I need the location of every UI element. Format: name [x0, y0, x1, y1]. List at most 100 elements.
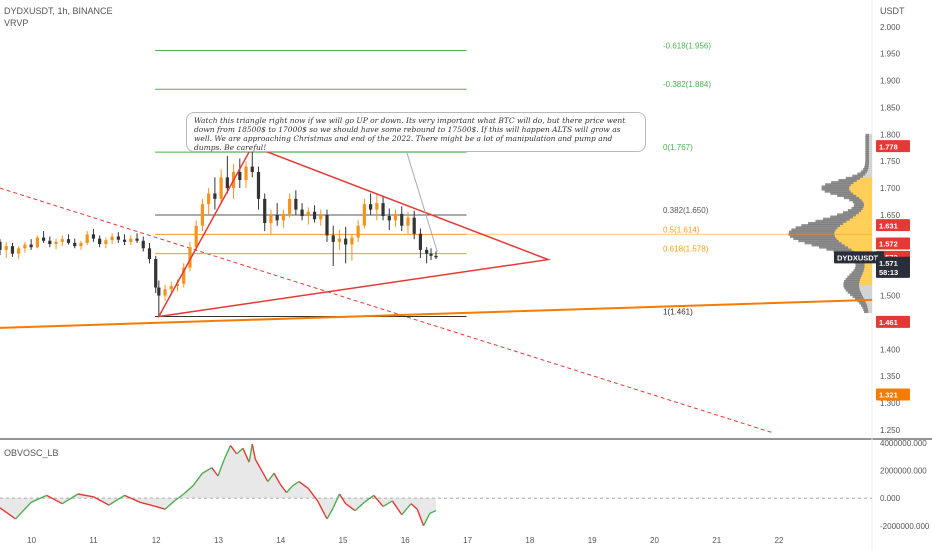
osc-segment[interactable] [354, 501, 365, 512]
support-trend-line[interactable] [0, 298, 873, 329]
candle-body[interactable] [362, 204, 366, 226]
candle-body[interactable] [306, 211, 310, 217]
candle-body[interactable] [256, 171, 261, 199]
candle-body[interactable] [375, 203, 379, 210]
osc-segment[interactable] [223, 445, 232, 460]
candle-body[interactable] [163, 289, 167, 296]
candle-body[interactable] [42, 237, 46, 241]
candle-body[interactable] [0, 241, 2, 250]
osc-segment[interactable] [15, 501, 32, 520]
osc-segment[interactable] [260, 470, 269, 482]
candle-body[interactable] [344, 238, 348, 245]
osc-segment[interactable] [345, 503, 356, 512]
candle-body[interactable] [29, 244, 33, 248]
candle-body[interactable] [188, 247, 192, 268]
candle-body[interactable] [54, 241, 58, 244]
osc-segment[interactable] [93, 496, 110, 506]
candle-body[interactable] [207, 193, 211, 205]
candle-body[interactable] [381, 203, 385, 217]
candle-body[interactable] [393, 213, 398, 221]
candle-body[interactable] [175, 283, 180, 286]
candle-body[interactable] [66, 239, 71, 243]
osc-segment[interactable] [332, 493, 341, 509]
candle-body[interactable] [147, 248, 152, 260]
candle-body[interactable] [200, 204, 205, 226]
candle-body[interactable] [122, 239, 127, 242]
dashed-trend-line[interactable] [0, 187, 773, 434]
osc-segment[interactable] [273, 472, 281, 485]
osc-segment[interactable] [267, 472, 275, 482]
analysis-note[interactable]: Watch this triangle right now if we will… [186, 112, 646, 152]
candle-body[interactable] [79, 242, 83, 247]
candle-body[interactable] [219, 177, 223, 199]
candle-body[interactable] [4, 246, 8, 250]
osc-segment[interactable] [401, 503, 412, 516]
candle-body[interactable] [194, 225, 198, 248]
osc-segment[interactable] [183, 485, 194, 495]
candle-body[interactable] [104, 240, 108, 244]
candle-body[interactable] [110, 236, 114, 241]
osc-segment[interactable] [61, 493, 79, 505]
osc-segment[interactable] [429, 509, 437, 515]
candle-body[interactable] [331, 235, 335, 242]
osc-segment[interactable] [124, 494, 141, 503]
triangle-pattern[interactable] [157, 145, 552, 318]
candle-body[interactable] [412, 217, 416, 234]
osc-segment[interactable] [229, 445, 238, 455]
osc-segment[interactable] [202, 467, 213, 474]
osc-segment[interactable] [254, 459, 263, 471]
osc-segment[interactable] [155, 505, 166, 510]
osc-segment[interactable] [108, 494, 125, 506]
osc-segment[interactable] [242, 448, 250, 463]
candle-body[interactable] [157, 287, 161, 296]
candle-body[interactable] [213, 193, 217, 199]
candle-body[interactable] [319, 214, 323, 220]
candle-body[interactable] [281, 213, 285, 221]
osc-segment[interactable] [373, 494, 384, 507]
osc-segment[interactable] [363, 494, 375, 503]
osc-segment[interactable] [422, 513, 431, 527]
candle-body[interactable] [325, 214, 329, 236]
candle-body[interactable] [337, 238, 342, 242]
osc-segment[interactable] [326, 507, 334, 520]
osc-segment[interactable] [248, 444, 253, 463]
candle-body[interactable] [154, 259, 158, 288]
osc-segment[interactable] [217, 459, 225, 477]
osc-segment[interactable] [236, 447, 244, 455]
candle-body[interactable] [85, 234, 89, 243]
osc-segment[interactable] [279, 483, 288, 494]
candle-body[interactable] [23, 244, 27, 249]
osc-segment[interactable] [139, 501, 156, 508]
osc-segment[interactable] [30, 494, 47, 503]
candle-body[interactable] [434, 255, 438, 258]
candle-body[interactable] [425, 249, 429, 254]
candle-body[interactable] [48, 240, 52, 244]
candle-body[interactable] [91, 234, 96, 239]
candle-body[interactable] [288, 198, 292, 214]
candle-body[interactable] [238, 171, 242, 181]
osc-segment[interactable] [410, 503, 418, 510]
osc-segment[interactable] [46, 494, 63, 505]
candle-body[interactable] [129, 238, 133, 242]
candle-body[interactable] [135, 238, 139, 241]
osc-segment[interactable] [292, 480, 300, 487]
osc-segment[interactable] [298, 480, 309, 490]
osc-segment[interactable] [285, 485, 294, 494]
osc-segment[interactable] [391, 500, 403, 516]
candle-body[interactable] [350, 237, 354, 245]
osc-segment[interactable] [211, 467, 219, 477]
candle-body[interactable] [225, 177, 229, 189]
candle-body[interactable] [244, 166, 248, 181]
candle-body[interactable] [387, 216, 391, 221]
osc-segment[interactable] [77, 493, 94, 498]
candle-body[interactable] [300, 209, 304, 217]
candle-body[interactable] [400, 213, 404, 226]
indicator-label[interactable]: VRVP [4, 18, 29, 28]
candle-body[interactable] [60, 239, 64, 242]
candle-body[interactable] [10, 246, 15, 254]
osc-segment[interactable] [416, 508, 425, 527]
osc-segment[interactable] [317, 500, 328, 520]
candle-body[interactable] [418, 233, 423, 250]
osc-segment[interactable] [164, 500, 175, 510]
